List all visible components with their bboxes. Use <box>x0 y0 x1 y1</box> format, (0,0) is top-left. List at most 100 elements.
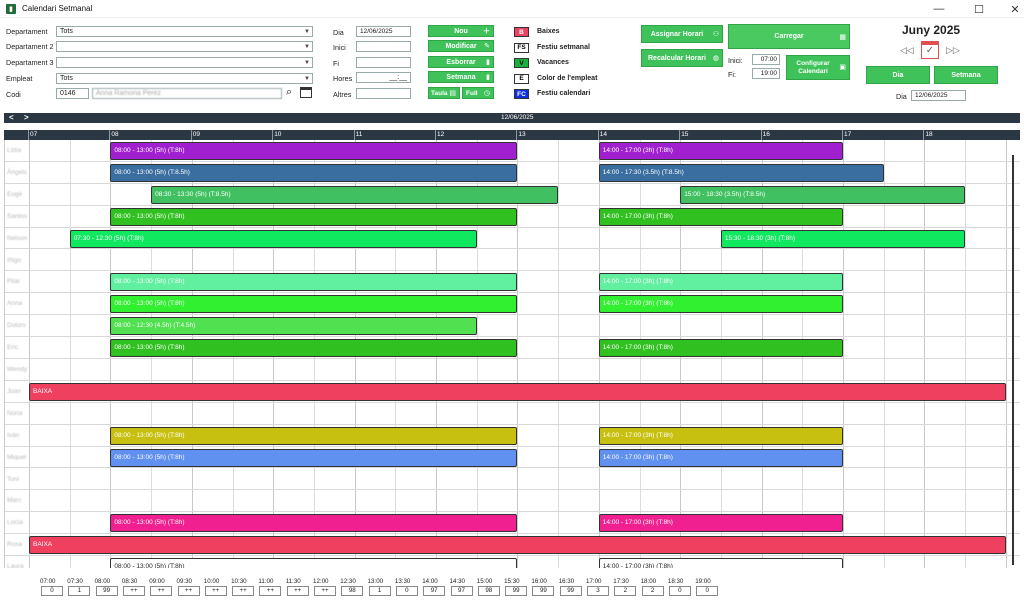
shift-block[interactable]: 14:00 - 17:00 (3h) (T:8h) <box>598 142 843 160</box>
calendar-icon[interactable] <box>300 87 312 98</box>
employee-row[interactable]: Nelson 07:30 - 12:30 (5h) (T:8h) 15:30 - 1… <box>5 228 1020 250</box>
employee-row[interactable]: Santos 08:00 - 13:00 (5h) (T:8h) 14:00 - 1… <box>5 206 1020 228</box>
employee-row[interactable]: Eugè 08:30 - 13:30 (5h) (T:8.5h) 15:00 - 1… <box>5 184 1020 206</box>
assignar-horari-button[interactable]: Assignar Horari ⚇ <box>641 25 723 43</box>
inici-input[interactable] <box>356 41 411 52</box>
shift-block[interactable]: 08:00 - 13:00 (5h) (T:8h) <box>110 514 518 533</box>
nou-button[interactable]: Nou ＋ <box>428 25 494 37</box>
range-fi-label: Fi: <box>728 70 736 79</box>
prev-day-icon[interactable]: < <box>9 113 14 122</box>
today-calendar-icon[interactable]: ✓ <box>921 41 939 59</box>
modificar-label: Modificar <box>445 42 477 50</box>
employee-row[interactable]: Lucía 08:00 - 13:00 (5h) (T:8h) 14:00 - 17… <box>5 512 1020 535</box>
shift-block[interactable]: 08:00 - 13:00 (5h) (T:8h) <box>110 207 518 226</box>
hour-label: 07 <box>30 131 38 138</box>
maximize-button[interactable]: ☐ <box>974 3 984 16</box>
employee-row[interactable]: Miquel 08:00 - 13:00 (5h) (T:8h) 14:00 - 1… <box>5 447 1020 469</box>
recalcular-horari-button[interactable]: Recalcular Horari ◍ <box>641 49 723 67</box>
hour-tick <box>272 130 274 140</box>
employee-row[interactable]: Àngels 08:00 - 13:00 (5h) (T:8.5h) 14:00 -… <box>5 162 1020 184</box>
configurar-calendari-button[interactable]: Configurar Calendari ▣ <box>786 55 850 80</box>
minimize-button[interactable]: — <box>933 3 945 15</box>
esborrar-button[interactable]: Esborrar ▮ <box>428 56 494 68</box>
shift-block[interactable]: 14:00 - 17:30 (3.5h) (T:8.5h) <box>598 163 884 182</box>
shift-block[interactable]: 08:30 - 13:30 (5h) (T:8.5h) <box>151 185 559 204</box>
shift-block[interactable]: 14:00 - 17:00 (3h) (T:8h) <box>598 207 843 226</box>
dia-input[interactable]: 12/06/2025 <box>356 26 411 37</box>
shift-block[interactable]: 08:00 - 13:00 (5h) (T:8h) <box>110 448 518 467</box>
altres-input[interactable] <box>356 88 411 99</box>
full-button[interactable]: Full ◷ <box>462 87 494 99</box>
departament2-select[interactable]: ▼ <box>56 41 313 52</box>
setmana-action-label: Setmana <box>446 73 476 81</box>
shift-block[interactable]: 08:00 - 13:00 (5h) (T:8h) <box>110 273 518 292</box>
nou-label: Nou <box>454 27 468 35</box>
range-inici-input[interactable]: 07:00 <box>752 54 780 65</box>
shift-block[interactable]: 08:00 - 13:00 (5h) (T:8h) <box>110 295 518 314</box>
shift-block[interactable]: 08:00 - 13:00 (5h) (T:8h) <box>110 142 518 160</box>
counter-time: 09:30 <box>176 578 192 585</box>
shift-block[interactable]: 14:00 - 17:00 (3h) (T:8h) <box>598 273 843 292</box>
grid-line <box>965 140 967 568</box>
shift-block[interactable]: 08:00 - 13:00 (5h) (T:8h) <box>110 558 518 568</box>
modificar-button[interactable]: Modificar ✎ <box>428 40 494 52</box>
shift-block[interactable]: 15:30 - 18:30 (3h) (T:8h) <box>720 229 966 248</box>
close-button[interactable]: ✕ <box>1010 3 1020 16</box>
prev-month-icon[interactable]: ◁◁ <box>900 45 914 55</box>
employee-row[interactable]: Rosa BAIXA <box>5 534 1020 557</box>
employee-name: Àngels <box>7 168 27 176</box>
employee-row[interactable]: Wendy <box>5 359 1020 381</box>
empleat-select[interactable]: Tots ▼ <box>56 73 313 84</box>
employee-row[interactable]: Iván 08:00 - 13:00 (5h) (T:8h) 14:00 - 17:… <box>5 425 1020 447</box>
shift-block[interactable]: 14:00 - 17:00 (3h) (T:8h) <box>598 295 843 314</box>
range-fi-input[interactable]: 19:00 <box>752 68 780 79</box>
vertical-scrollbar[interactable] <box>1012 155 1014 565</box>
shift-block[interactable]: 14:00 - 17:00 (3h) (T:8h) <box>598 514 843 533</box>
counter-time: 08:00 <box>94 578 111 585</box>
hores-input[interactable]: __:__ <box>356 72 411 83</box>
view-setmana-button[interactable]: Setmana <box>934 66 998 84</box>
employee-row[interactable]: Eric 08:00 - 13:00 (5h) (T:8h) 14:00 - 17:… <box>5 337 1020 359</box>
departament3-select[interactable]: ▼ <box>56 57 313 68</box>
next-month-icon[interactable]: ▷▷ <box>946 45 960 55</box>
employee-row[interactable]: Laura 08:00 - 13:00 (5h) (T:8h) 14:00 - 17… <box>5 556 1020 568</box>
employee-row[interactable]: Dolors 08:00 - 12:30 (4.5h) (T:4.5h) <box>5 315 1020 338</box>
search-icon[interactable]: ⌕ <box>286 86 293 98</box>
dia-label: Dia <box>333 28 344 37</box>
shift-block[interactable]: 14:00 - 17:00 (3h) (T:8h) <box>598 339 843 358</box>
shift-block[interactable]: 08:00 - 13:00 (5h) (T:8h) <box>110 426 518 445</box>
counter-value: ++ <box>204 586 227 596</box>
fi-input[interactable] <box>356 57 411 68</box>
employee-row[interactable]: Anna 08:00 - 13:00 (5h) (T:8h) 14:00 - 17:… <box>5 293 1020 316</box>
shift-block[interactable]: 15:00 - 18:30 (3.5h) (T:8.5h) <box>680 185 966 204</box>
setmana-action-button[interactable]: Setmana ▮ <box>428 71 494 83</box>
codi-input[interactable]: 0146 <box>56 88 89 99</box>
employee-row[interactable]: Toni <box>5 469 1020 491</box>
departament-select[interactable]: Tots ▼ <box>56 26 313 37</box>
hour-tick <box>597 130 599 140</box>
employee-row[interactable]: Iñigo <box>5 250 1020 272</box>
next-day-icon[interactable]: > <box>24 113 29 122</box>
employee-row[interactable]: Lídia 08:00 - 13:00 (5h) (T:8h) 14:00 - 17… <box>5 140 1020 162</box>
shift-block[interactable]: 08:00 - 13:00 (5h) (T:8h) <box>110 339 518 358</box>
employee-row[interactable]: Núria <box>5 403 1020 425</box>
view-dia-input[interactable]: 12/06/2025 <box>911 90 966 101</box>
employee-row[interactable]: Pilar 08:00 - 13:00 (5h) (T:8h) 14:00 - 17… <box>5 271 1020 294</box>
hour-tick <box>190 130 192 140</box>
employee-row[interactable]: Marc <box>5 490 1020 513</box>
taula-button[interactable]: Taula ▤ <box>428 87 460 99</box>
view-dia-button[interactable]: Dia <box>866 66 930 84</box>
shift-block[interactable]: BAIXA <box>29 382 1006 401</box>
shift-block[interactable]: BAIXA <box>29 536 1006 555</box>
shift-block[interactable]: 14:00 - 17:00 (3h) (T:8h) <box>598 558 843 568</box>
calendar-grid[interactable]: Lídia 08:00 - 13:00 (5h) (T:8h) 14:00 - 17… <box>4 140 1020 568</box>
carregar-button[interactable]: Carregar ▦ <box>728 24 850 49</box>
counter-value: 0 <box>696 586 719 596</box>
shift-block[interactable]: 08:00 - 13:00 (5h) (T:8.5h) <box>110 163 518 182</box>
employee-row[interactable]: Joan BAIXA <box>5 381 1020 403</box>
shift-block[interactable]: 14:00 - 17:00 (3h) (T:8h) <box>598 426 843 445</box>
view-dia-label: Dia <box>896 92 907 101</box>
shift-block[interactable]: 08:00 - 12:30 (4.5h) (T:4.5h) <box>110 317 477 336</box>
shift-block[interactable]: 14:00 - 17:00 (3h) (T:8h) <box>598 448 843 467</box>
shift-block[interactable]: 07:30 - 12:30 (5h) (T:8h) <box>69 229 477 248</box>
